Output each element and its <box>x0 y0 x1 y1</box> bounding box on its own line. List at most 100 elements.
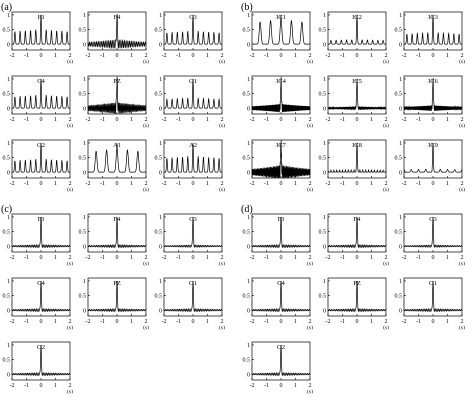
x-unit-label: (s) <box>459 324 465 331</box>
x-unit-label: (s) <box>219 58 225 65</box>
y-tick-label: 1 <box>323 77 326 83</box>
x-tick-label: 1 <box>54 53 57 59</box>
y-tick-label: 0 <box>247 244 250 250</box>
x-tick-label: -1 <box>416 53 421 59</box>
x-unit-label: (s) <box>219 122 225 129</box>
x-tick-label: 2 <box>385 117 388 123</box>
x-tick-label: 1 <box>130 117 133 123</box>
x-tick-label: 0 <box>280 383 283 389</box>
x-tick-label: 1 <box>370 53 373 59</box>
x-tick-label: 1 <box>294 255 297 261</box>
y-tick-label: 1 <box>247 279 250 285</box>
y-tick-label: 0.5 <box>319 230 327 236</box>
y-tick-label: 0.5 <box>79 28 87 34</box>
x-tick-label: -1 <box>264 255 269 261</box>
series-line <box>12 142 70 173</box>
x-tick-label: -1 <box>100 53 105 59</box>
y-tick-label: 0 <box>247 42 250 48</box>
x-unit-label: (s) <box>383 260 389 267</box>
series-line <box>164 142 222 173</box>
y-tick-label: 0.5 <box>3 92 11 98</box>
x-tick-label: 1 <box>130 255 133 261</box>
x-tick-label: 2 <box>69 181 72 187</box>
x-tick-label: 2 <box>461 255 464 261</box>
y-tick-label: 0 <box>7 308 10 314</box>
y-tick-label: 0 <box>247 106 250 112</box>
y-tick-label: 0.5 <box>3 358 11 364</box>
x-tick-label: -1 <box>340 117 345 123</box>
series-line <box>327 280 387 313</box>
x-tick-label: -1 <box>100 319 105 325</box>
x-tick-label: -2 <box>326 181 331 187</box>
series-line <box>87 142 147 173</box>
x-unit-label: (s) <box>143 324 149 331</box>
x-tick-label: 2 <box>385 181 388 187</box>
x-tick-label: -2 <box>162 181 167 187</box>
y-tick-label: 1 <box>323 13 326 19</box>
x-tick-label: 0 <box>356 181 359 187</box>
series-line <box>87 216 147 249</box>
x-tick-label: 0 <box>116 53 119 59</box>
x-tick-label: 0 <box>192 53 195 59</box>
x-tick-label: -1 <box>176 53 181 59</box>
x-unit-label: (s) <box>459 186 465 193</box>
x-unit-label: (s) <box>67 388 73 395</box>
x-tick-label: -2 <box>10 181 15 187</box>
x-tick-label: 2 <box>69 53 72 59</box>
y-tick-label: 0 <box>7 106 10 112</box>
x-tick-label: 1 <box>294 181 297 187</box>
y-tick-label: 0 <box>323 42 326 48</box>
x-tick-label: -1 <box>100 181 105 187</box>
x-unit-label: (s) <box>143 186 149 193</box>
x-tick-label: 1 <box>206 255 209 261</box>
x-tick-label: -2 <box>86 255 91 261</box>
y-tick-label: 0.5 <box>3 28 11 34</box>
x-tick-label: -2 <box>86 53 91 59</box>
x-tick-label: -1 <box>264 117 269 123</box>
y-tick-label: 0 <box>7 170 10 176</box>
x-tick-label: 1 <box>294 117 297 123</box>
series-line <box>328 14 386 45</box>
y-tick-label: 0.5 <box>319 92 327 98</box>
x-unit-label: (s) <box>383 324 389 331</box>
x-tick-label: 0 <box>432 53 435 59</box>
x-tick-label: -2 <box>162 319 167 325</box>
x-tick-label: -2 <box>250 117 255 123</box>
x-tick-label: 1 <box>370 181 373 187</box>
x-tick-label: 2 <box>461 117 464 123</box>
x-tick-label: 2 <box>461 53 464 59</box>
x-tick-label: 0 <box>40 181 43 187</box>
y-tick-label: 0.5 <box>155 92 163 98</box>
x-tick-label: 0 <box>280 181 283 187</box>
x-tick-label: 0 <box>116 319 119 325</box>
x-tick-label: 0 <box>280 255 283 261</box>
y-tick-label: 1 <box>323 279 326 285</box>
y-tick-label: 1 <box>83 141 86 147</box>
x-tick-label: 0 <box>280 53 283 59</box>
x-unit-label: (s) <box>459 260 465 267</box>
x-unit-label: (s) <box>307 186 313 193</box>
series-line <box>87 13 147 50</box>
x-tick-label: 2 <box>221 53 224 59</box>
series-line <box>403 142 463 173</box>
x-tick-label: -2 <box>402 181 407 187</box>
y-tick-label: 0.5 <box>243 28 251 34</box>
x-unit-label: (s) <box>219 186 225 193</box>
y-tick-label: 0.5 <box>3 294 11 300</box>
x-tick-label: 1 <box>54 255 57 261</box>
x-tick-label: -1 <box>340 255 345 261</box>
y-tick-label: 1 <box>323 215 326 221</box>
y-tick-label: 1 <box>399 215 402 221</box>
x-tick-label: 2 <box>385 319 388 325</box>
